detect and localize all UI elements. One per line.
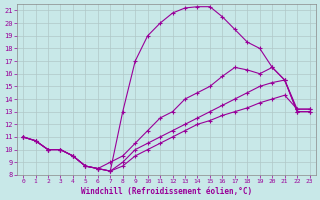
- X-axis label: Windchill (Refroidissement éolien,°C): Windchill (Refroidissement éolien,°C): [81, 187, 252, 196]
